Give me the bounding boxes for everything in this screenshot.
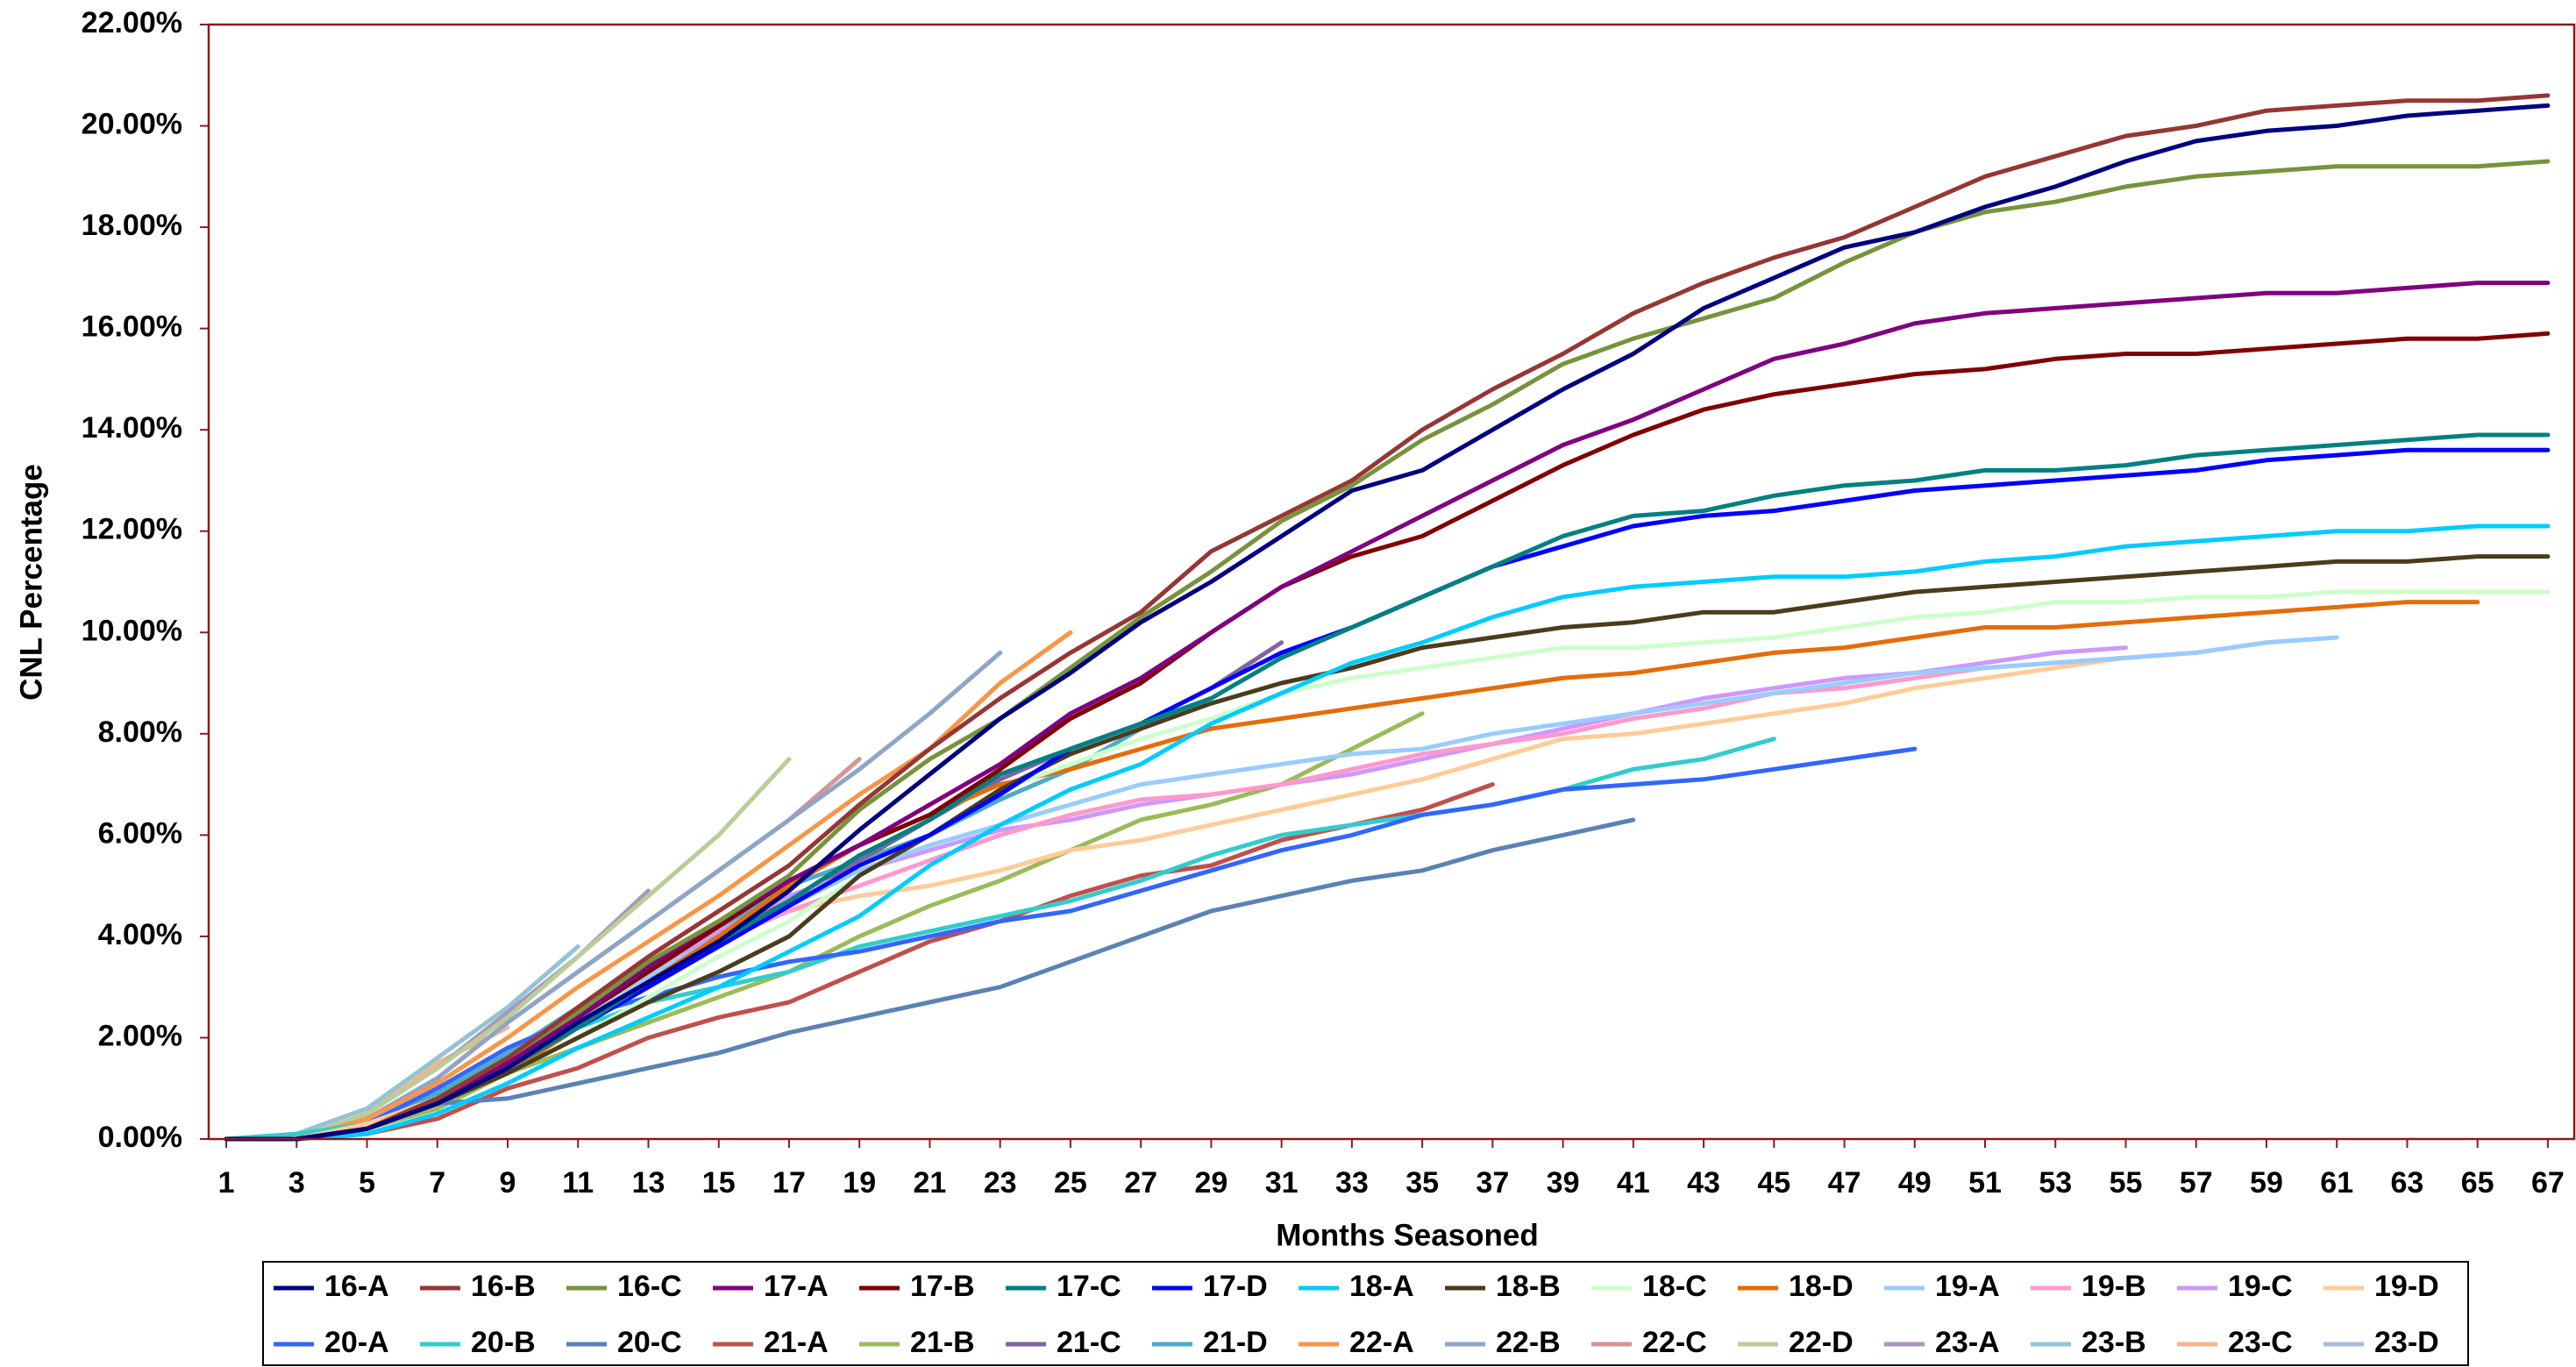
x-tick-label: 55 (2110, 1166, 2143, 1200)
x-tick-label: 5 (359, 1166, 375, 1200)
legend-label: 20-C (617, 1326, 682, 1359)
legend-label: 22-B (1496, 1326, 1561, 1359)
x-tick-label: 39 (1547, 1166, 1580, 1200)
y-tick-label: 12.00% (82, 513, 182, 546)
y-tick-label: 14.00% (82, 411, 182, 445)
x-tick-label: 9 (500, 1166, 516, 1200)
legend-label: 23-B (2081, 1326, 2146, 1359)
series-line (224, 600, 2480, 1142)
x-tick-label: 43 (1687, 1166, 1720, 1200)
x-tick-label: 59 (2250, 1166, 2283, 1200)
y-tick-label: 8.00% (98, 716, 182, 749)
legend-label: 18-A (1349, 1270, 1414, 1303)
series-line (224, 93, 2551, 1142)
x-tick-label: 53 (2039, 1166, 2072, 1200)
x-tick-label: 3 (288, 1166, 305, 1200)
legend-label: 16-C (617, 1270, 682, 1303)
x-tick-label: 21 (914, 1166, 947, 1200)
x-tick-label: 19 (843, 1166, 876, 1200)
legend-label: 22-D (1789, 1326, 1854, 1359)
legend-label: 17-D (1203, 1270, 1268, 1303)
y-tick-label: 2.00% (98, 1019, 182, 1052)
series-line (224, 589, 2551, 1142)
legend-label: 17-C (1057, 1270, 1121, 1303)
legend-label: 22-A (1349, 1326, 1414, 1359)
x-tick-label: 47 (1828, 1166, 1861, 1200)
x-tick-label: 33 (1335, 1166, 1369, 1200)
legend-label: 18-C (1642, 1270, 1707, 1303)
y-tick-label: 20.00% (82, 108, 182, 141)
series-line (224, 447, 2551, 1142)
x-tick-label: 13 (632, 1166, 665, 1200)
x-tick-label: 35 (1405, 1166, 1439, 1200)
legend-label: 22-C (1642, 1326, 1707, 1359)
series-line (224, 432, 2551, 1142)
y-tick-label: 6.00% (98, 816, 182, 850)
legend-label: 18-B (1496, 1270, 1561, 1303)
legend-box (262, 1261, 2469, 1366)
legend-label: 21-D (1203, 1326, 1268, 1359)
x-tick-label: 45 (1757, 1166, 1790, 1200)
x-tick-label: 65 (2461, 1166, 2494, 1200)
x-tick-label: 49 (1898, 1166, 1932, 1200)
plot-frame (207, 23, 2576, 1141)
legend-label: 21-C (1057, 1326, 1121, 1359)
series-line (224, 103, 2551, 1142)
x-tick-label: 1 (218, 1166, 235, 1200)
x-tick-label: 31 (1265, 1166, 1299, 1200)
series-line (224, 630, 1073, 1142)
legend-label: 18-D (1789, 1270, 1854, 1303)
legend-label: 16-B (471, 1270, 536, 1303)
series-line (224, 281, 2551, 1142)
plot-lines (224, 93, 2551, 1142)
legend-label: 16-A (324, 1270, 389, 1303)
legend-label: 20-A (324, 1326, 389, 1359)
series-line (224, 746, 1918, 1142)
legend-label: 21-B (910, 1326, 975, 1359)
x-tick-label: 63 (2391, 1166, 2424, 1200)
legend-label: 23-A (1935, 1326, 2000, 1359)
y-tick-label: 10.00% (82, 614, 182, 647)
x-tick-label: 41 (1617, 1166, 1650, 1200)
x-tick-label: 29 (1194, 1166, 1228, 1200)
y-tick-label: 18.00% (82, 209, 182, 242)
y-tick-label: 16.00% (82, 310, 182, 344)
y-axis-title: CNL Percentage (14, 464, 48, 701)
legend-label: 19-C (2228, 1270, 2293, 1303)
x-axis-title: Months Seasoned (1276, 1218, 1538, 1252)
series-line (224, 711, 1425, 1142)
x-tick-label: 37 (1476, 1166, 1509, 1200)
x-tick-label: 67 (2531, 1166, 2565, 1200)
legend-label: 19-B (2081, 1270, 2146, 1303)
x-tick-label: 17 (772, 1166, 806, 1200)
y-tick-label: 22.00% (82, 6, 182, 39)
x-tick-label: 11 (562, 1166, 594, 1200)
legend-label: 21-A (764, 1326, 829, 1359)
legend-label: 23-C (2228, 1326, 2293, 1359)
legend-label: 20-B (471, 1326, 536, 1359)
legend-label: 19-A (1935, 1270, 2000, 1303)
legend-label: 17-A (764, 1270, 829, 1303)
x-tick-label: 51 (1968, 1166, 2002, 1200)
series-line (224, 782, 1495, 1142)
legend-label: 19-D (2374, 1270, 2439, 1303)
legend-label: 23-D (2374, 1326, 2439, 1359)
x-tick-label: 61 (2320, 1166, 2353, 1200)
y-tick-label: 0.00% (98, 1121, 182, 1154)
x-tick-label: 27 (1124, 1166, 1157, 1200)
x-tick-label: 57 (2180, 1166, 2213, 1200)
y-tick-label: 4.00% (98, 918, 182, 951)
x-tick-label: 15 (702, 1166, 736, 1200)
legend-label: 17-B (910, 1270, 975, 1303)
x-tick-label: 25 (1054, 1166, 1087, 1200)
series-line (224, 554, 2551, 1142)
x-tick-label: 23 (984, 1166, 1017, 1200)
series-line (224, 523, 2551, 1142)
x-tick-label: 7 (429, 1166, 445, 1200)
series-line (224, 159, 2551, 1142)
